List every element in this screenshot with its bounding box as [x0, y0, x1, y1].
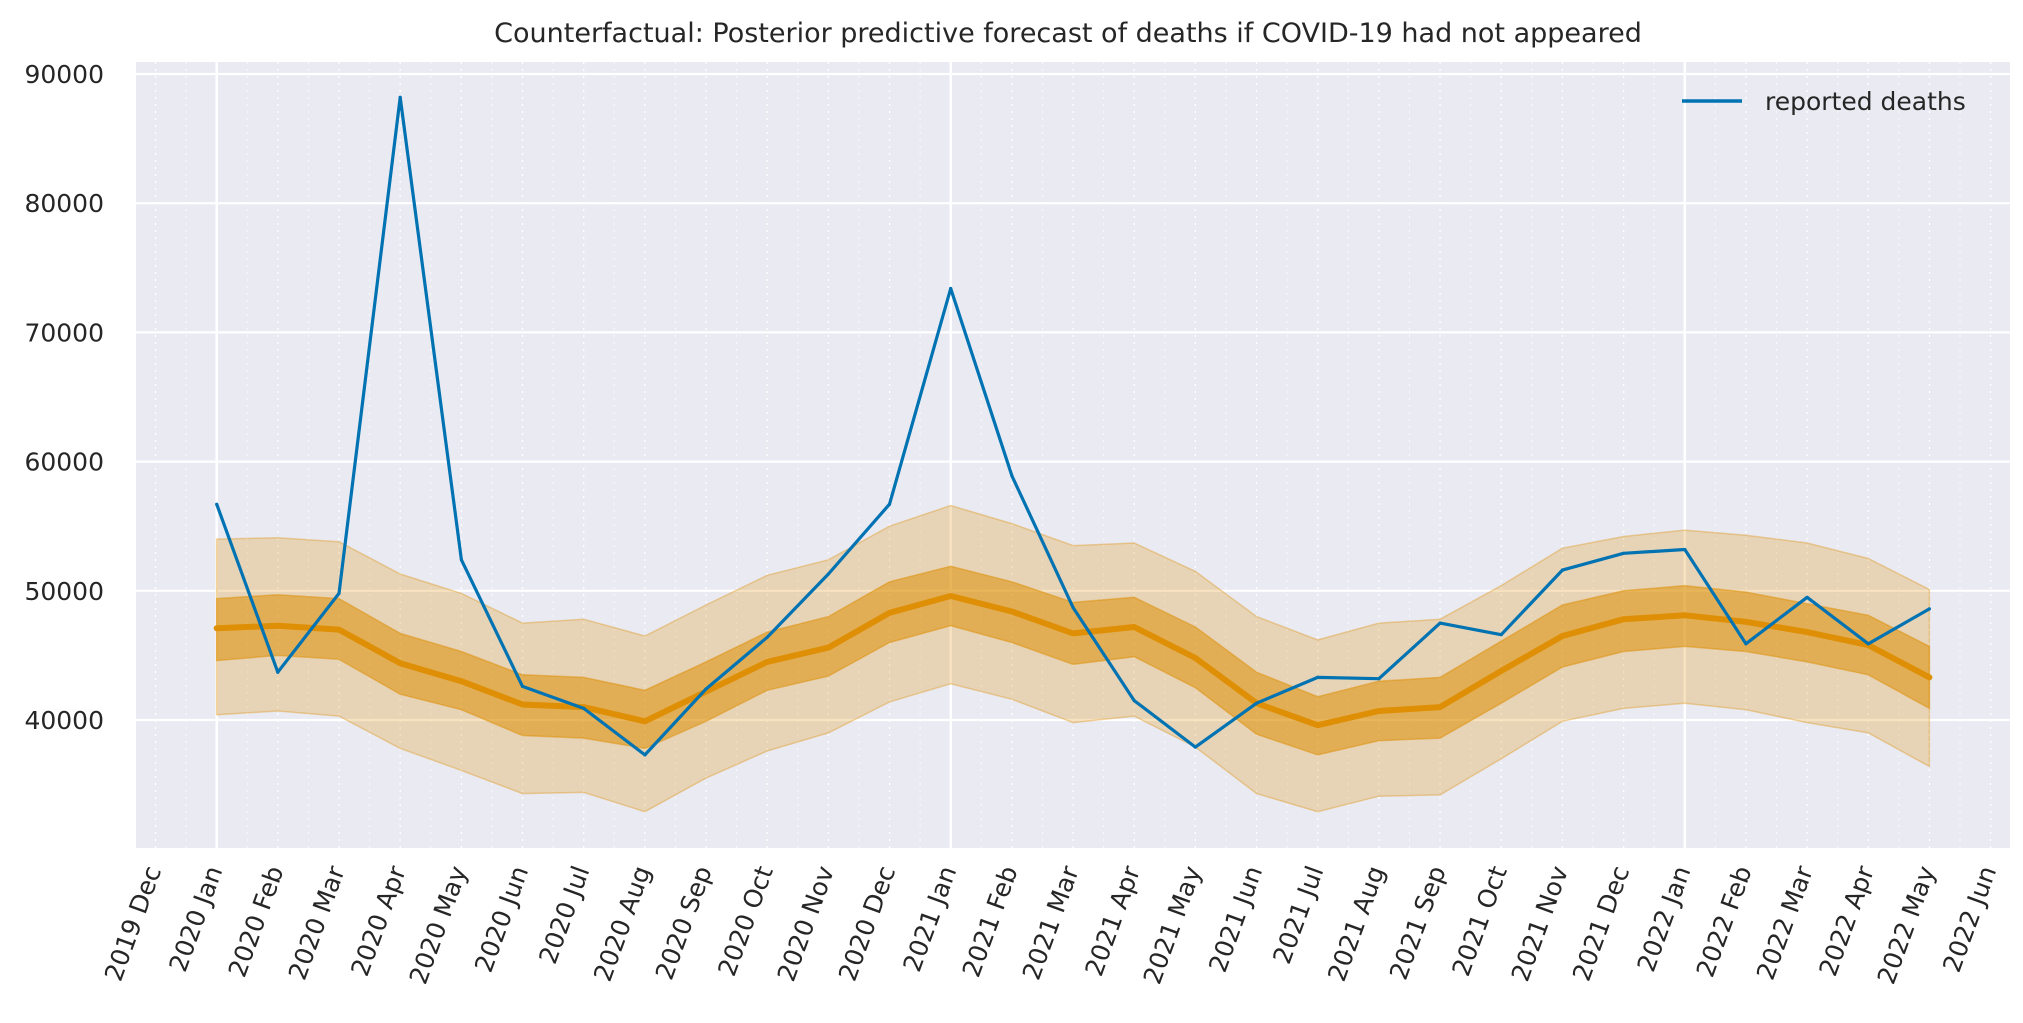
reported-deaths-point — [1438, 621, 1442, 625]
reported-deaths-point — [765, 635, 769, 639]
x-tick-label: 2021 Aug — [1322, 862, 1390, 985]
x-tick-label: 2022 May — [1872, 862, 1941, 988]
reported-deaths-point — [1560, 568, 1564, 572]
reported-deaths-point — [1255, 701, 1259, 705]
x-tick-label: 2020 May — [404, 862, 473, 988]
y-tick-label: 40000 — [24, 706, 104, 735]
x-tick-label: 2022 Jun — [1937, 862, 2002, 976]
x-tick-label: 2021 May — [1138, 862, 1207, 988]
reported-deaths-point — [1193, 745, 1197, 749]
reported-deaths-point — [215, 502, 219, 506]
reported-deaths-point — [887, 502, 892, 506]
reported-deaths-point — [276, 670, 280, 674]
reported-deaths-point — [337, 591, 341, 596]
reported-deaths-point — [1805, 595, 1809, 599]
x-tick-label: 2021 Apr — [1079, 861, 1146, 979]
legend-label-reported-deaths: reported deaths — [1765, 87, 1966, 116]
reported-deaths-point — [1071, 606, 1075, 610]
x-tick-label: 2022 Apr — [1813, 861, 1880, 979]
reported-deaths-point — [1927, 607, 1931, 611]
x-tick-label: 2020 Jun — [469, 862, 534, 976]
reported-deaths-point — [520, 684, 525, 689]
x-tick-label: 2022 Jan — [1631, 862, 1696, 975]
x-tick-label: 2021 Jan — [897, 862, 962, 975]
reported-deaths-point — [1377, 677, 1381, 681]
series-lines — [213, 95, 1933, 757]
x-tick-label: 2021 Dec — [1567, 862, 1635, 985]
y-tick-label: 90000 — [24, 60, 104, 89]
x-tick-label: 2020 Nov — [772, 862, 840, 985]
reported-deaths-point — [1744, 642, 1748, 646]
y-axis-ticks: 40000 50000 60000 70000 80000 90000 — [24, 60, 104, 735]
x-tick-label: 2021 Sep — [1384, 862, 1452, 983]
y-tick-label: 60000 — [24, 448, 104, 477]
x-tick-label: 2019 Dec — [99, 862, 167, 985]
legend: reported deaths — [1682, 87, 1966, 116]
forecast-median-line — [213, 593, 1933, 729]
x-tick-label: 2021 Nov — [1506, 862, 1574, 985]
x-tick-label: 2020 Aug — [588, 862, 656, 985]
reported-deaths-point — [1316, 675, 1320, 680]
x-tick-label: 2020 Sep — [650, 862, 718, 983]
x-tick-label: 2020 Apr — [345, 861, 412, 979]
minor-gridlines — [154, 62, 1992, 848]
reported-deaths-point — [1622, 551, 1626, 555]
y-tick-label: 70000 — [24, 318, 104, 347]
forecast-bands — [215, 504, 1931, 813]
x-tick-label: 2020 Dec — [833, 862, 901, 985]
x-tick-label: 2021 Jun — [1203, 862, 1268, 976]
x-tick-label: 2021 Jul — [1267, 862, 1329, 968]
x-tick-label: 2022 Feb — [1691, 862, 1758, 981]
reported-deaths-point — [459, 558, 463, 562]
reported-deaths-point — [1499, 633, 1503, 637]
reported-deaths-point — [704, 687, 708, 691]
x-tick-label: 2020 Jan — [163, 862, 228, 975]
x-tick-label: 2020 Oct — [712, 862, 779, 980]
major-gridlines — [136, 62, 2010, 848]
reported-deaths-point — [826, 572, 831, 576]
x-tick-label: 2021 Oct — [1446, 862, 1513, 980]
reported-deaths-point — [582, 706, 586, 711]
chart-title: Counterfactual: Posterior predictive for… — [494, 18, 1642, 49]
x-tick-label: 2020 Mar — [283, 861, 351, 983]
reported-deaths-point — [1866, 642, 1870, 646]
y-tick-label: 50000 — [24, 577, 104, 606]
reported-deaths-point — [1683, 547, 1687, 552]
reported-deaths-point — [1010, 474, 1014, 478]
x-tick-label: 2020 Feb — [223, 862, 290, 981]
x-tick-label: 2022 Mar — [1751, 861, 1819, 983]
x-tick-label: 2021 Feb — [957, 862, 1024, 981]
reported-deaths-point — [1132, 699, 1136, 703]
reported-deaths-point — [949, 286, 953, 291]
x-tick-label: 2020 Jul — [533, 862, 595, 968]
x-tick-label: 2021 Mar — [1017, 861, 1085, 983]
y-tick-label: 80000 — [24, 189, 104, 218]
forecast-inner-band — [215, 565, 1931, 756]
reported-deaths-point — [398, 95, 402, 99]
reported-deaths-point — [643, 753, 647, 757]
